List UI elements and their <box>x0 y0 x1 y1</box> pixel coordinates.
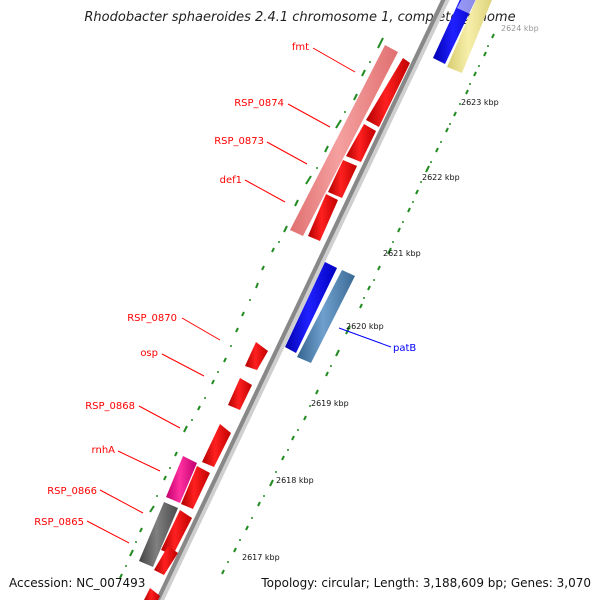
gene-label-patB[interactable]: patB <box>393 343 416 354</box>
tick-label-2622: 2622 kbp <box>422 173 460 182</box>
position-ticks: 2617 kbp 2618 kbp 2619 kbp 2620 kbp 2621… <box>242 24 539 562</box>
cds-arrow-def1[interactable] <box>308 194 338 241</box>
gene-bar-patB[interactable] <box>297 270 355 363</box>
gene-label-rsp0870[interactable]: RSP_0870 <box>127 313 177 324</box>
tick-label-2624: 2624 kbp <box>501 24 539 33</box>
tick-label-2619: 2619 kbp <box>311 399 349 408</box>
cds-arrow-rsp0870[interactable] <box>245 342 268 370</box>
gc-content-track <box>119 33 495 579</box>
cds-arrow-osp[interactable] <box>228 378 252 410</box>
gene-label-fmt[interactable]: fmt <box>292 42 309 53</box>
gene-label-rsp0873[interactable]: RSP_0873 <box>214 136 264 147</box>
cds-arrow-partial[interactable] <box>433 0 478 64</box>
cds-arrow-fmt[interactable] <box>366 58 410 127</box>
tick-label-2623: 2623 kbp <box>461 98 499 107</box>
gene-label-rsp0868[interactable]: RSP_0868 <box>85 401 135 412</box>
gene-bar-fmt[interactable] <box>290 45 398 236</box>
leader-line-patB <box>338 327 392 348</box>
genome-backbone <box>155 0 446 600</box>
tick-label-2618: 2618 kbp <box>276 476 314 485</box>
map-title: Rhodobacter sphaeroides 2.4.1 chromosome… <box>84 10 516 25</box>
highlight-partial <box>457 0 476 14</box>
cds-arrow-bottom[interactable] <box>144 588 160 600</box>
gene-bar-rsp0866[interactable] <box>139 502 178 567</box>
accession-label: Accession: NC_007493 <box>9 576 146 590</box>
tick-label-2617: 2617 kbp <box>242 553 280 562</box>
gene-bar-partial[interactable] <box>447 0 494 73</box>
leader-lines <box>86 47 356 544</box>
cds-arrow-rsp0873[interactable] <box>328 160 357 198</box>
gene-features <box>139 0 494 600</box>
tick-label-2621: 2621 kbp <box>383 249 421 258</box>
gene-labels: fmt RSP_0874 RSP_0873 def1 RSP_0870 osp … <box>34 42 416 544</box>
gene-label-rsp0866[interactable]: RSP_0866 <box>47 486 97 497</box>
gene-label-osp[interactable]: osp <box>140 348 158 359</box>
gene-label-rsp0874[interactable]: RSP_0874 <box>234 98 284 109</box>
gene-label-rnhA[interactable]: rnhA <box>92 445 116 456</box>
cds-arrow-rsp0868[interactable] <box>202 424 231 467</box>
gene-label-rsp0865[interactable]: RSP_0865 <box>34 517 84 528</box>
cds-arrow-patB[interactable] <box>285 262 337 353</box>
cds-arrow-rnhA[interactable] <box>181 466 210 509</box>
gene-label-def1[interactable]: def1 <box>220 175 242 186</box>
cds-arrow-rsp0866[interactable] <box>161 510 192 555</box>
cds-arrow-rsp0865[interactable] <box>154 546 178 575</box>
genome-summary: Topology: circular; Length: 3,188,609 bp… <box>261 576 591 590</box>
tick-label-2620: 2620 kbp <box>346 322 384 331</box>
trna-rnhA[interactable] <box>166 456 197 503</box>
cds-arrow-rsp0874[interactable] <box>346 124 376 162</box>
gc-dots <box>125 45 489 567</box>
